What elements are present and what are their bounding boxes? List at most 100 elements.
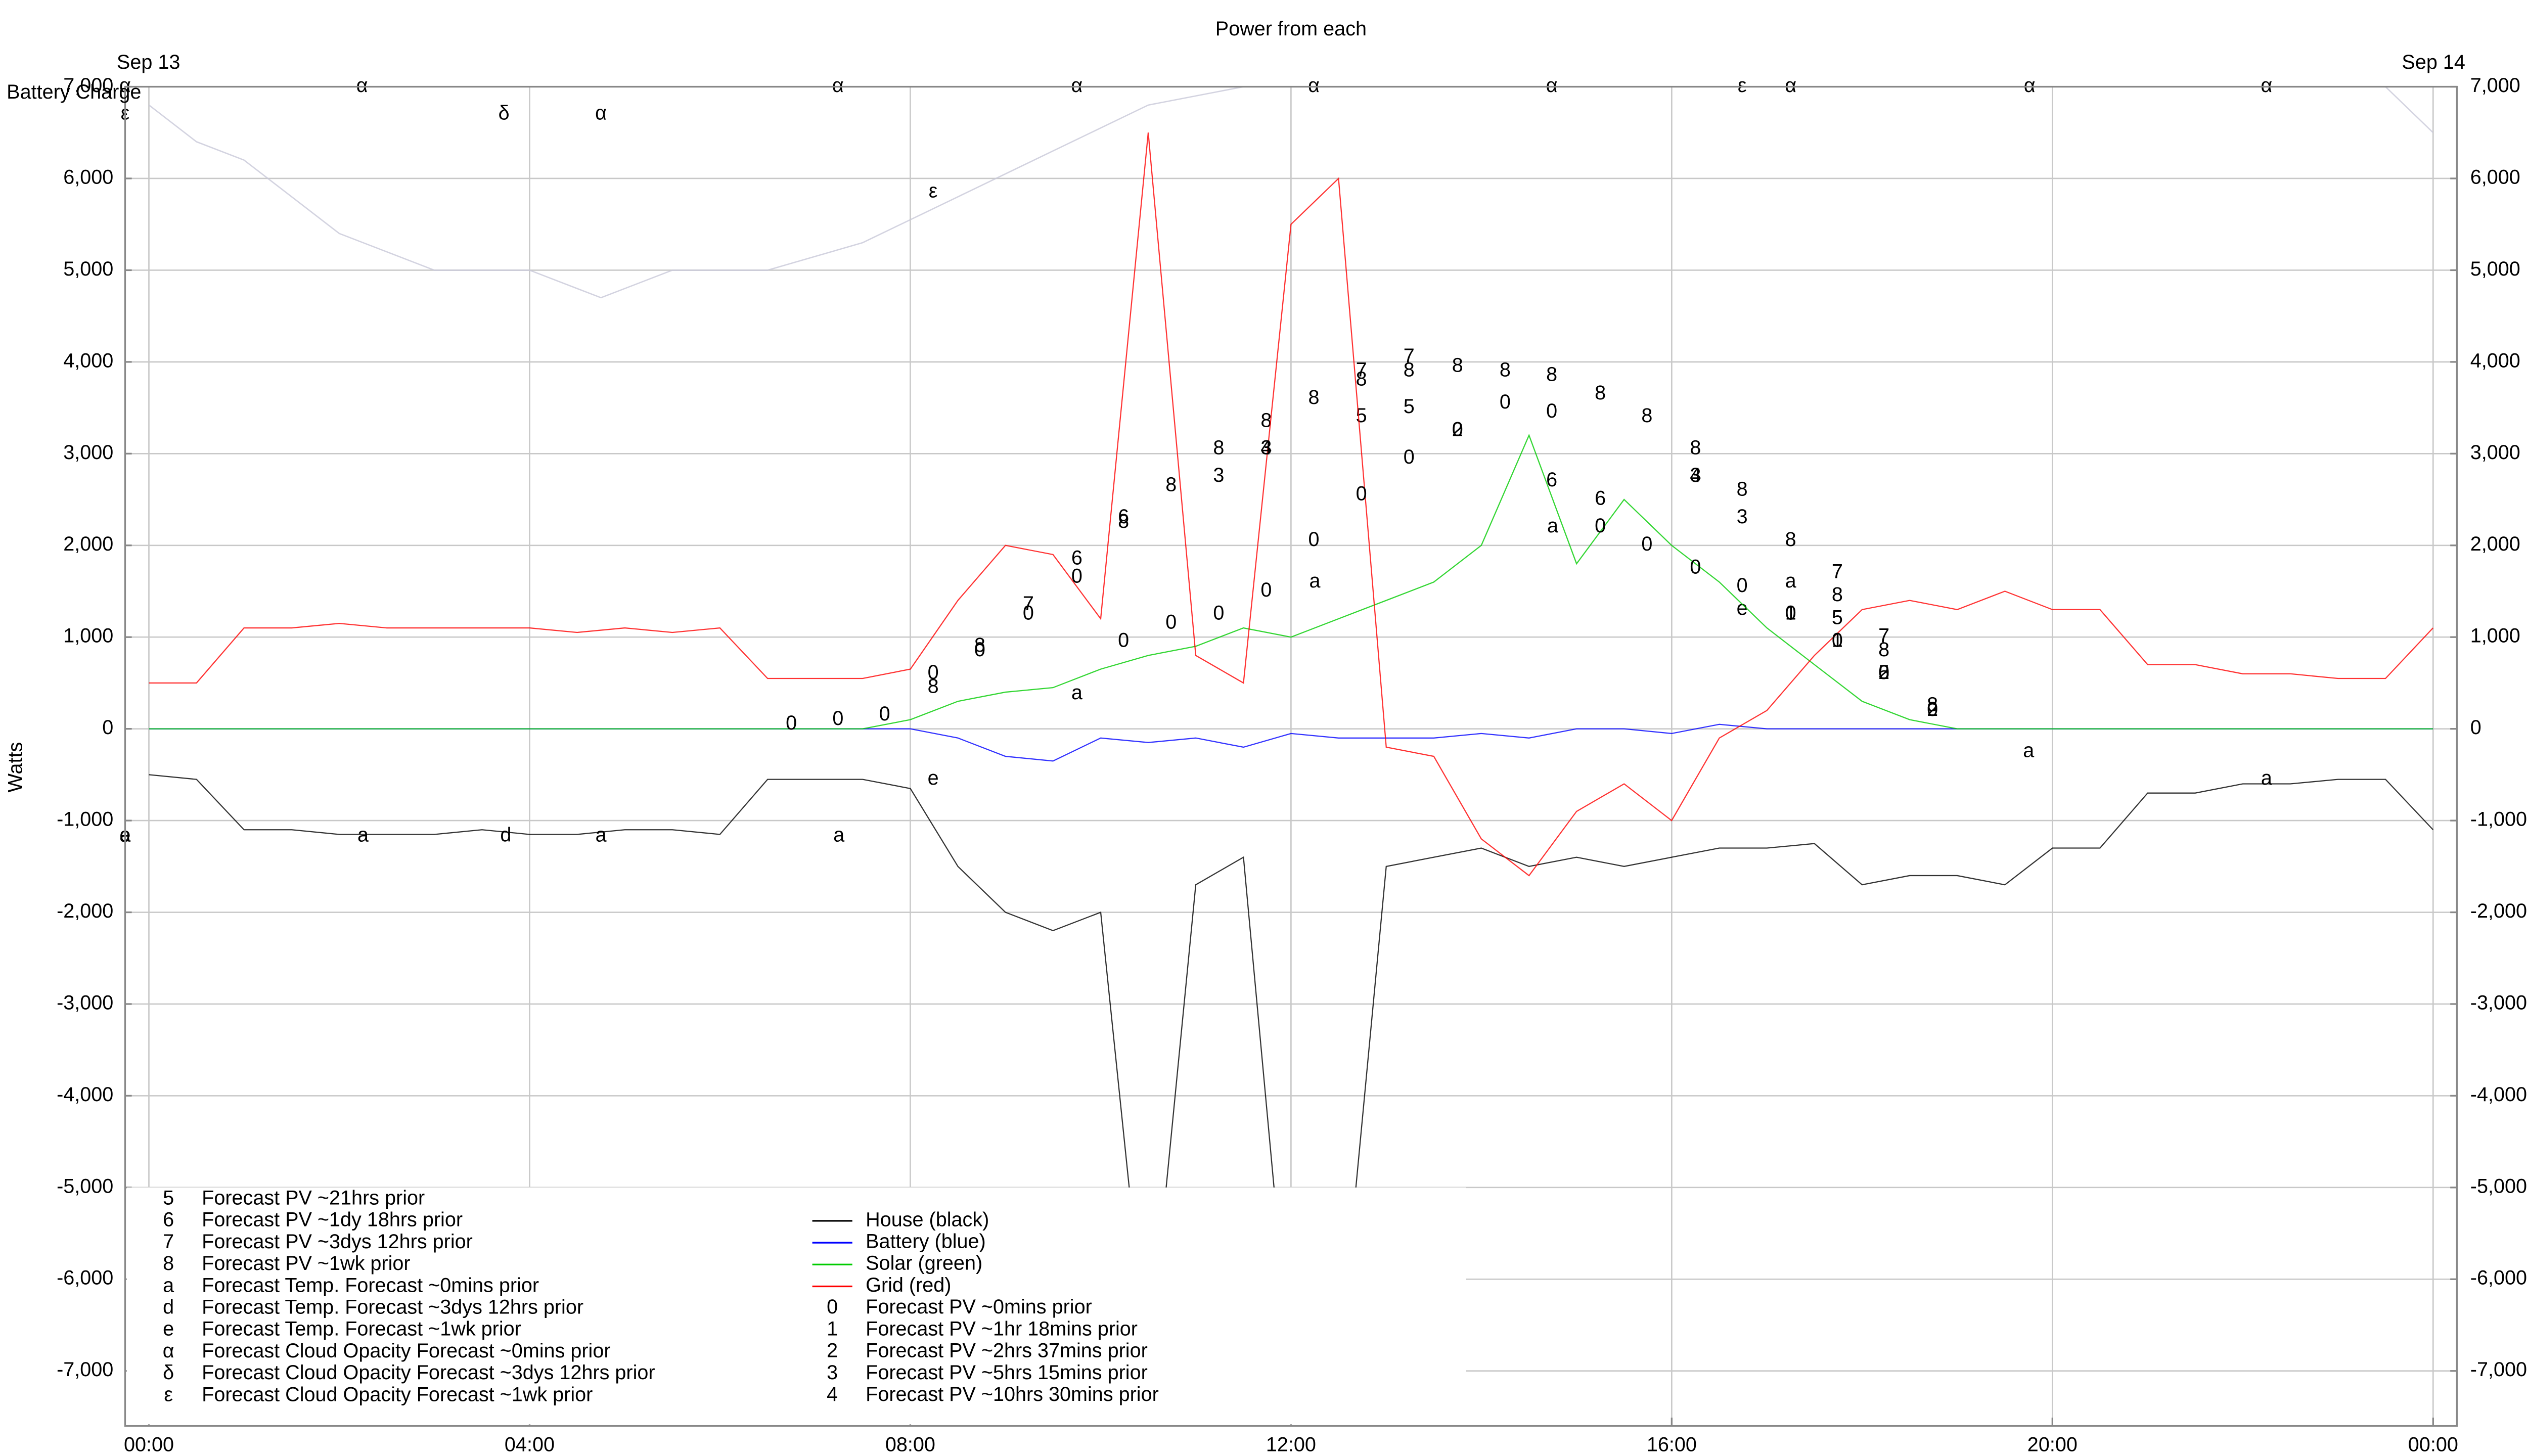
forecast-marker: 7 [1356, 358, 1367, 381]
y2-tick-label: 4,000 [2470, 349, 2520, 372]
y2-tick-label: -2,000 [2470, 900, 2527, 922]
y-tick-label: 7,000 [63, 74, 113, 97]
forecast-marker: 8 [1546, 363, 1557, 386]
date-label: Sep 13 [117, 51, 180, 73]
forecast-marker: α [832, 74, 844, 97]
forecast-marker: α [595, 102, 607, 124]
legend-label: Forecast Temp. Forecast ~3dys 12hrs prio… [202, 1296, 583, 1318]
forecast-marker: 5 [1404, 395, 1415, 418]
forecast-marker: a [1071, 681, 1083, 704]
legend-marker: 1 [827, 1317, 838, 1340]
legend-label: Forecast PV ~10hrs 30mins prior [866, 1383, 1159, 1405]
legend-label: Forecast PV ~21hrs prior [202, 1187, 425, 1209]
forecast-marker: 3 [1737, 506, 1748, 528]
forecast-marker: 3 [1690, 464, 1701, 486]
forecast-marker: α [1071, 74, 1082, 97]
y-tick-label: 2,000 [63, 533, 113, 555]
legend: 5 Forecast PV ~21hrs prior 6 Forecast PV ~1… [163, 1187, 1159, 1405]
y2-tick-label: 3,000 [2470, 441, 2520, 464]
x-tick-label: 00:00 [124, 1434, 174, 1456]
legend-label: Forecast PV ~1dy 18hrs prior [202, 1209, 463, 1231]
forecast-marker: 8 [1737, 478, 1748, 500]
forecast-marker: 0 [1213, 602, 1224, 624]
forecast-marker: 0 [1690, 556, 1701, 578]
chart-title: Power from each [1215, 18, 1367, 40]
legend-marker: δ [163, 1361, 174, 1384]
battery-charge-label: Battery Charge [7, 81, 141, 103]
legend-marker: 3 [827, 1361, 838, 1384]
forecast-marker: α [1785, 74, 1796, 97]
forecast-marker: 0 [1165, 611, 1177, 633]
x-tick-label: 20:00 [2027, 1434, 2078, 1456]
forecast-marker: 8 [1785, 528, 1796, 551]
forecast-marker: 8 [1927, 694, 1938, 716]
x-tick-label: 16:00 [1647, 1434, 1697, 1456]
y-tick-label: -1,000 [57, 808, 113, 831]
forecast-marker: 7 [1878, 625, 1889, 647]
y2-tick-label: -4,000 [2470, 1083, 2527, 1106]
forecast-marker: 0 [1927, 698, 1938, 720]
x-tick-label: 00:00 [2408, 1434, 2458, 1456]
legend-marker: 7 [163, 1231, 174, 1253]
forecast-marker: a [596, 824, 607, 846]
forecast-marker: 8 [1878, 639, 1889, 661]
forecast-marker: 8 [1404, 358, 1415, 381]
forecast-marker: 6 [1071, 547, 1082, 569]
y2-tick-label: 0 [2470, 716, 2481, 739]
forecast-marker: 8 [1165, 473, 1177, 495]
forecast-marker: 0 [1595, 515, 1606, 537]
y-tick-label: 6,000 [63, 166, 113, 188]
y2-tick-label: -7,000 [2470, 1358, 2527, 1381]
forecast-marker: 8 [1690, 437, 1701, 459]
forecast-marker: 0 [1785, 602, 1796, 624]
legend-label: Forecast Cloud Opacity Forecast ~1wk pri… [202, 1383, 593, 1405]
forecast-marker: 8 [1500, 358, 1511, 381]
forecast-marker: 5 [1878, 661, 1889, 684]
battery-charge-line [148, 86, 2434, 299]
forecast-marker: 8 [1260, 409, 1272, 431]
forecast-marker: 0 [879, 703, 890, 725]
forecast-marker: 8 [928, 675, 939, 697]
forecast-marker: 7 [1404, 345, 1415, 367]
forecast-marker: 0 [1452, 418, 1463, 440]
y2-tick-label: -3,000 [2470, 991, 2527, 1014]
forecast-marker: 8 [1832, 583, 1843, 606]
y-tick-label: 1,000 [63, 625, 113, 647]
forecast-marker: 5 [1832, 606, 1843, 628]
x-tick-label: 08:00 [885, 1434, 935, 1456]
legend-marker: α [163, 1340, 174, 1362]
forecast-marker: 8 [974, 634, 985, 656]
legend-label: Forecast PV ~3dys 12hrs prior [202, 1231, 473, 1253]
forecast-marker: 4 [1260, 437, 1272, 459]
legend-label: Forecast PV ~1wk prior [202, 1252, 410, 1275]
forecast-marker: 2 [1452, 418, 1463, 440]
y-tick-label: 5,000 [63, 258, 113, 280]
forecast-marker: 0 [1404, 446, 1415, 468]
forecast-marker: a [2261, 767, 2273, 789]
forecast-marker: 0 [832, 707, 843, 730]
forecast-marker: 8 [1452, 354, 1463, 376]
legend-marker: 6 [163, 1209, 174, 1231]
date-label: Sep 14 [2402, 51, 2465, 73]
legend-label: Forecast Temp. Forecast ~1wk prior [202, 1318, 521, 1340]
forecast-marker: 0 [1308, 528, 1320, 551]
y-tick-label: 3,000 [63, 441, 113, 464]
y2-tick-label: 1,000 [2470, 625, 2520, 647]
forecast-marker: 1 [1832, 629, 1843, 652]
forecast-marker: ε [929, 180, 938, 202]
y2-tick-label: -6,000 [2470, 1267, 2527, 1289]
y2-tick-label: 7,000 [2470, 74, 2520, 97]
forecast-marker: α [1308, 74, 1320, 97]
forecast-marker: 6 [1595, 487, 1606, 509]
legend-label: Forecast PV ~0mins prior [866, 1296, 1092, 1318]
x-tick-label: 12:00 [1266, 1434, 1316, 1456]
forecast-marker: 0 [1260, 579, 1272, 601]
legend-marker: d [163, 1296, 174, 1318]
forecast-marker: α [119, 74, 131, 97]
forecast-marker: 7 [1023, 593, 1034, 615]
series-line [149, 132, 2434, 877]
legend-label: House (black) [866, 1208, 989, 1231]
x-tick-label: 04:00 [505, 1434, 555, 1456]
y-tick-label: -4,000 [57, 1083, 113, 1106]
